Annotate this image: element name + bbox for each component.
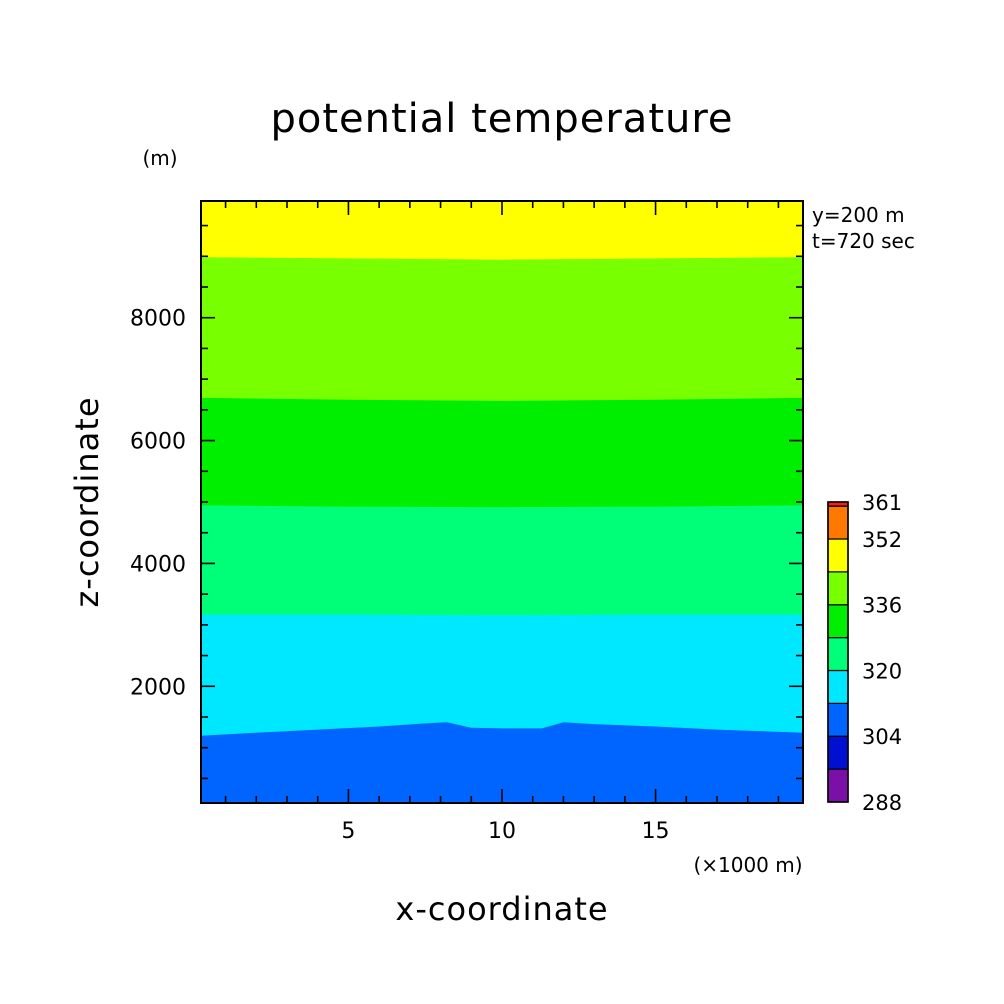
colorbar-swatch bbox=[827, 571, 849, 606]
x-tick-label: 15 bbox=[642, 819, 670, 844]
contour-band bbox=[200, 397, 804, 508]
axis-ticks bbox=[201, 201, 803, 803]
colorbar-swatch bbox=[827, 604, 849, 639]
contour-bands bbox=[200, 200, 804, 804]
contour-band bbox=[200, 614, 804, 736]
y-tick-label: 8000 bbox=[130, 307, 186, 332]
y-tick-label: 6000 bbox=[130, 430, 186, 455]
colorbar-swatch bbox=[827, 505, 849, 540]
colorbar-labels: 288 304 320 336 352 361 bbox=[862, 491, 902, 815]
annotation-y: y=200 m bbox=[812, 203, 905, 227]
colorbar-tick-label: 336 bbox=[862, 594, 902, 618]
colorbar-swatch bbox=[827, 768, 849, 803]
x-axis-label: x-coordinate bbox=[395, 890, 608, 928]
colorbar-swatch bbox=[827, 735, 849, 770]
x-unit-label: (×1000 m) bbox=[693, 853, 802, 877]
colorbar bbox=[827, 501, 849, 803]
y-tick-labels: 2000 4000 6000 8000 bbox=[130, 307, 186, 701]
colorbar-tick-label: 320 bbox=[862, 659, 902, 683]
colorbar-swatch bbox=[827, 702, 849, 737]
plot-frame bbox=[200, 200, 804, 804]
x-tick-label: 5 bbox=[341, 819, 355, 844]
annotation-t: t=720 sec bbox=[812, 229, 915, 253]
y-axis-label: z-coordinate bbox=[68, 396, 106, 607]
x-tick-label: 10 bbox=[488, 819, 516, 844]
colorbar-frame bbox=[827, 501, 849, 803]
colorbar-tick-label: 304 bbox=[862, 725, 902, 749]
contour-band bbox=[200, 256, 804, 401]
y-unit-label: (m) bbox=[142, 146, 177, 170]
chart-title: potential temperature bbox=[270, 96, 733, 142]
y-tick-label: 4000 bbox=[130, 552, 186, 577]
contour-band bbox=[200, 504, 804, 616]
colorbar-swatch bbox=[827, 538, 849, 573]
colorbar-tick-label: 361 bbox=[862, 491, 902, 515]
y-tick-label: 2000 bbox=[130, 675, 186, 700]
colorbar-swatch bbox=[827, 669, 849, 704]
colorbar-tick-label: 288 bbox=[862, 791, 902, 815]
x-tick-labels: 5 10 15 bbox=[341, 819, 669, 844]
colorbar-tick-label: 352 bbox=[862, 528, 902, 552]
colorbar-swatch bbox=[827, 637, 849, 672]
